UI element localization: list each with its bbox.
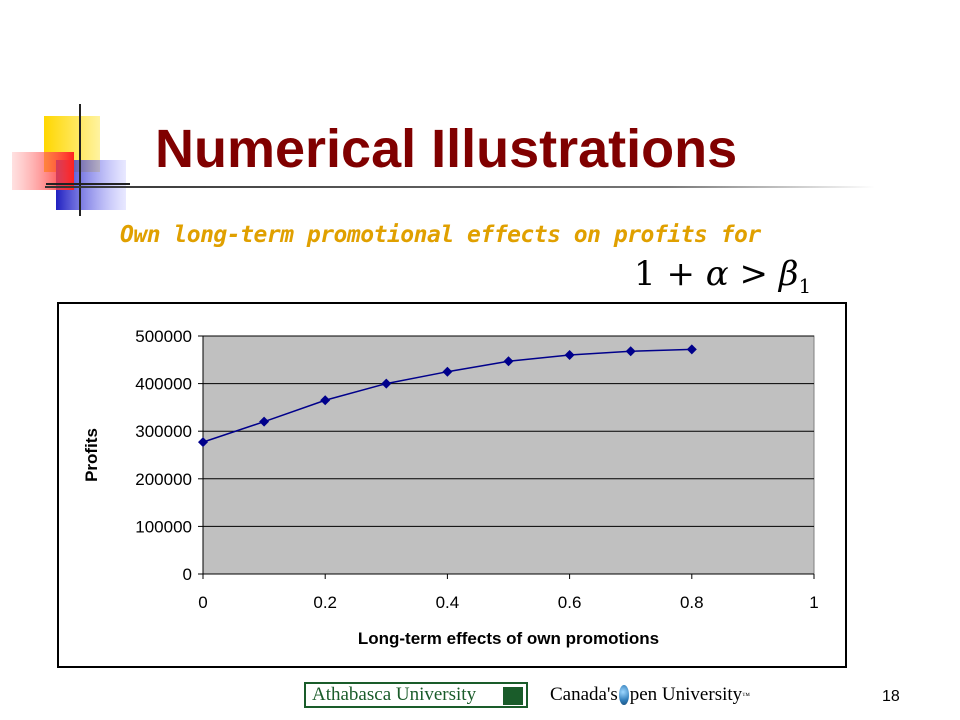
x-tick-label: 0.8	[680, 593, 704, 612]
data-point	[381, 378, 392, 389]
athabasca-logo-text: Athabasca University	[312, 684, 477, 705]
decorative-squares	[12, 104, 130, 216]
x-tick-label: 0.2	[313, 593, 337, 612]
data-point	[564, 350, 575, 361]
cou-logo-prefix: Canada's	[550, 684, 618, 705]
x-axis-label: Long-term effects of own promotions	[358, 629, 659, 648]
profits-line-chart: 0 100000 200000 300000 400000 500000 0 0.2 0.4 0.…	[82, 327, 819, 648]
cou-trademark: ™	[742, 690, 750, 700]
slide-title: Numerical Illustrations	[155, 119, 738, 179]
x-tick-label: 0.4	[436, 593, 460, 612]
plot-area	[202, 335, 815, 575]
cou-logo-suffix: pen University	[629, 684, 743, 705]
x-tick-label: 1	[809, 593, 818, 612]
data-point	[686, 344, 697, 355]
formula-subscript: 1	[798, 274, 812, 298]
y-tick-label: 200000	[135, 470, 192, 489]
data-point	[442, 366, 453, 377]
data-point	[320, 395, 331, 406]
y-tick-label: 100000	[135, 517, 192, 536]
y-axis-label: Profits	[82, 428, 101, 482]
condition-formula: 1 + α > β1	[634, 254, 811, 298]
x-tick-label: 0.6	[558, 593, 582, 612]
x-tick-label: 0	[198, 593, 207, 612]
formula-operator: >	[728, 254, 779, 294]
formula-beta: β	[778, 254, 799, 294]
globe-icon	[618, 685, 629, 705]
formula-alpha: α	[705, 254, 729, 294]
y-tick-label: 0	[183, 565, 192, 584]
y-tick-label: 300000	[135, 422, 192, 441]
data-point	[625, 346, 636, 357]
page-number: 18	[882, 688, 900, 705]
y-tick-label: 400000	[135, 375, 192, 394]
data-point	[198, 437, 208, 448]
data-point	[503, 356, 514, 367]
canadas-open-university-logo: Canada's pen University ™	[550, 682, 750, 708]
data-point	[259, 416, 270, 427]
slide-subtitle: Own long-term promotional effects on pro…	[120, 222, 761, 248]
chart-frame: 0 100000 200000 300000 400000 500000 0 0.2 0.4 0.…	[57, 302, 847, 668]
y-tick-label: 500000	[135, 327, 192, 346]
athabasca-university-logo: Athabasca University	[304, 682, 528, 708]
formula-lhs: 1 +	[634, 254, 706, 294]
athabasca-emblem-icon	[503, 687, 523, 705]
title-divider	[45, 186, 875, 188]
